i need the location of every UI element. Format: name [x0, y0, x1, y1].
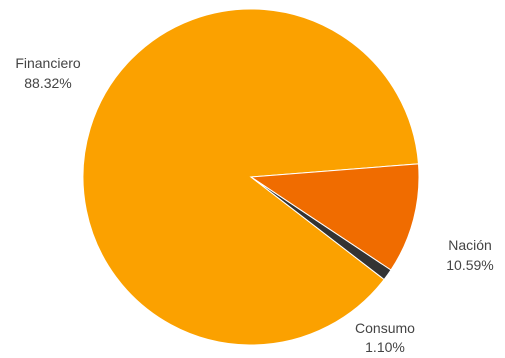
pie-label-name: Nación — [448, 237, 492, 253]
pie-label-value: 1.10% — [365, 339, 405, 355]
pie-labels: Financiero 88.32% Nación 10.59% Consumo 1.10% — [15, 55, 493, 355]
pie-label-value: 10.59% — [446, 257, 493, 273]
pie-label-value: 88.32% — [24, 75, 71, 91]
pie-label-name: Consumo — [355, 320, 415, 336]
pie-label-name: Financiero — [15, 55, 81, 71]
pie-slice-consumo — [250, 176, 392, 281]
pie-slice-nacion — [249, 163, 420, 271]
pie-slices — [82, 8, 420, 346]
